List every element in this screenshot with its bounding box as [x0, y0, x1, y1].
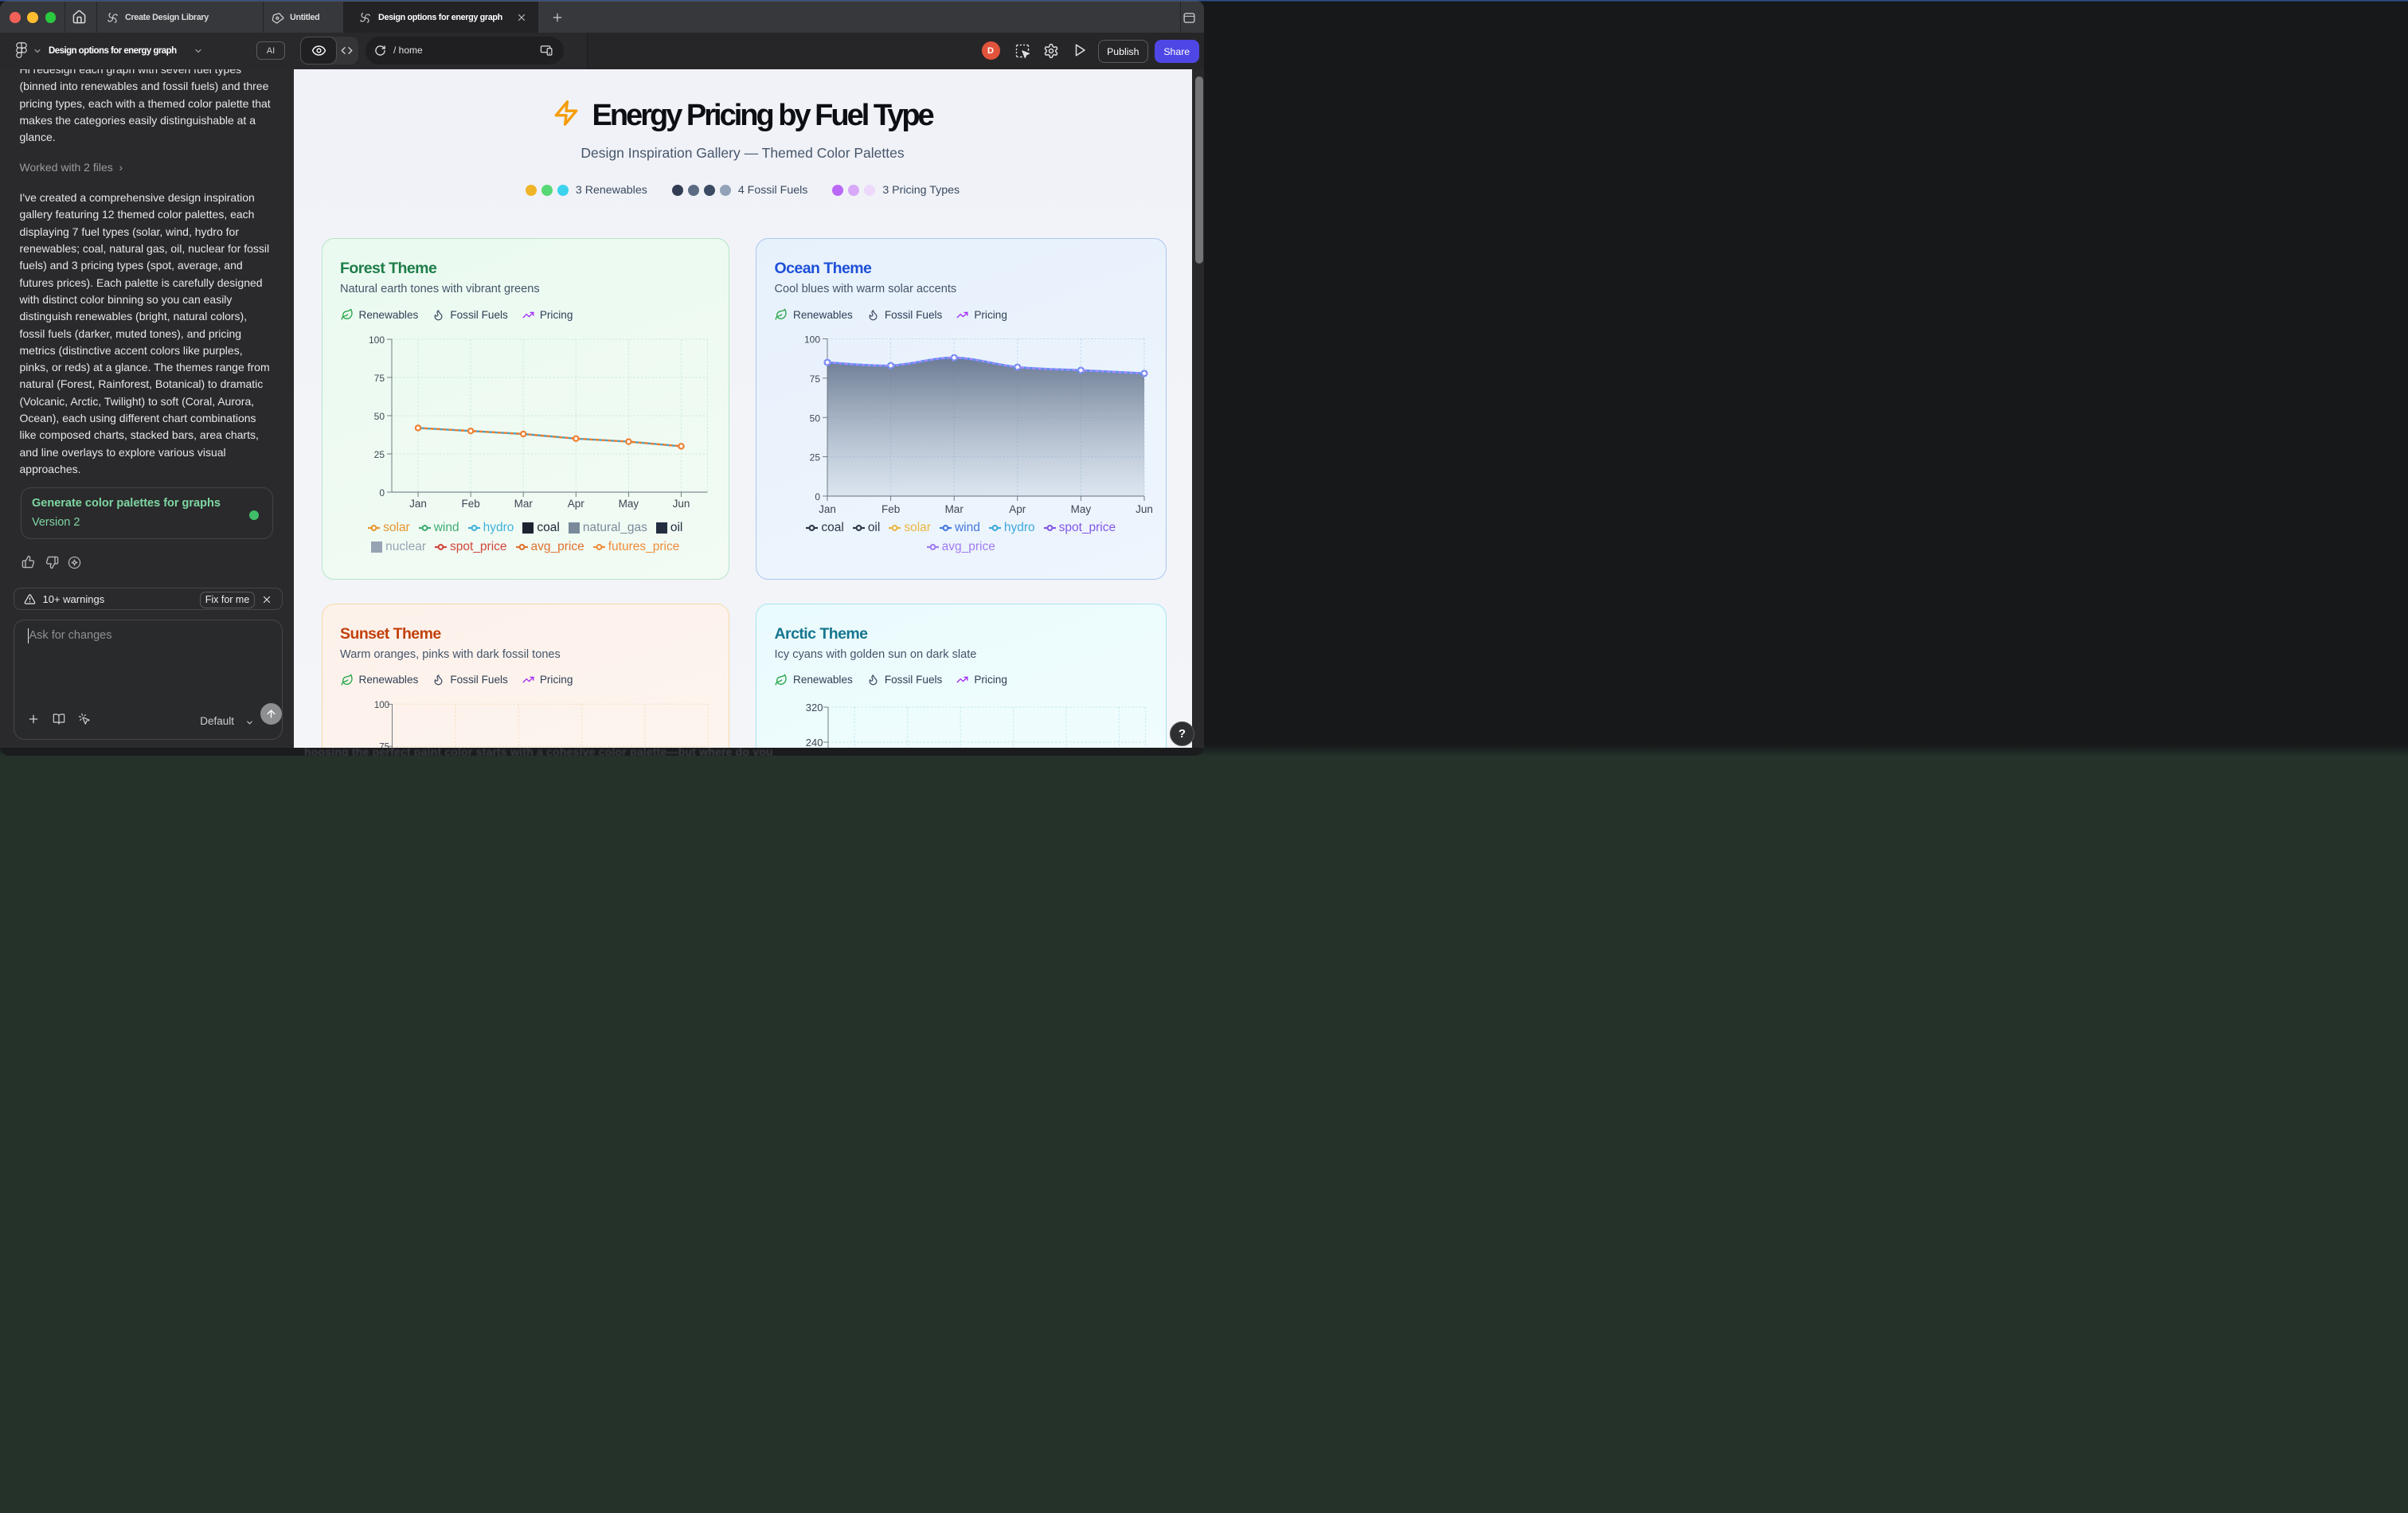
- svg-text:Apr: Apr: [567, 498, 584, 510]
- svg-text:100: 100: [804, 334, 820, 346]
- svg-text:Jan: Jan: [819, 503, 836, 515]
- svg-text:0: 0: [379, 487, 385, 498]
- svg-text:Feb: Feb: [461, 498, 479, 510]
- svg-text:320: 320: [806, 702, 823, 713]
- svg-text:240: 240: [806, 737, 823, 748]
- svg-text:75: 75: [379, 742, 389, 747]
- svg-text:May: May: [1071, 503, 1092, 515]
- svg-text:May: May: [618, 498, 639, 510]
- svg-text:Jun: Jun: [1136, 503, 1153, 515]
- svg-text:0: 0: [815, 491, 820, 502]
- svg-text:50: 50: [810, 412, 821, 424]
- svg-text:25: 25: [373, 449, 385, 460]
- svg-text:Jan: Jan: [409, 498, 427, 510]
- svg-text:100: 100: [368, 334, 384, 346]
- svg-text:75: 75: [810, 373, 821, 385]
- svg-text:25: 25: [810, 452, 821, 463]
- svg-text:Mar: Mar: [514, 498, 533, 510]
- svg-text:75: 75: [373, 373, 385, 384]
- svg-text:50: 50: [373, 411, 385, 422]
- svg-text:Apr: Apr: [1009, 503, 1026, 515]
- svg-text:Jun: Jun: [672, 498, 690, 510]
- svg-text:100: 100: [373, 700, 389, 710]
- svg-text:Feb: Feb: [882, 503, 900, 515]
- svg-text:Mar: Mar: [945, 503, 964, 515]
